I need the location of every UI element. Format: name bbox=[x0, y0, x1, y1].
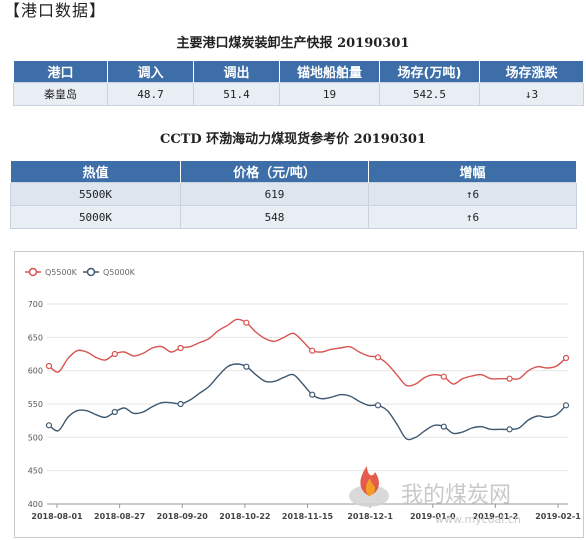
y-tick-label: 400 bbox=[28, 500, 43, 509]
y-tick-label: 700 bbox=[28, 300, 43, 309]
data-point bbox=[376, 403, 381, 408]
header-outbound: 调出 bbox=[194, 61, 280, 83]
cell-price: 548 bbox=[181, 206, 369, 229]
line-chart-svg: 400 450 500 550 600 650 700 2018-08-01 2018-08-2… bbox=[15, 252, 583, 537]
flame-logo-icon bbox=[349, 466, 389, 507]
data-point bbox=[441, 424, 446, 429]
cell-calorific-value: 5000K bbox=[11, 206, 181, 229]
data-point bbox=[376, 355, 381, 360]
chart-legend: Q5500K Q5000K bbox=[25, 268, 136, 277]
watermark-brand: 我的煤炭网 bbox=[401, 483, 511, 508]
legend-item[interactable]: Q5000K bbox=[83, 268, 136, 277]
header-stock-change: 场存涨跌 bbox=[480, 61, 584, 83]
cell-increase: ↑6 bbox=[369, 183, 577, 206]
data-point bbox=[47, 423, 52, 428]
x-tick-label: 2018-11-15 bbox=[282, 512, 334, 521]
legend-label: Q5000K bbox=[103, 268, 136, 277]
cell-port: 秦皇岛 bbox=[14, 83, 108, 106]
data-point bbox=[112, 352, 117, 357]
cell-increase: ↑6 bbox=[369, 206, 577, 229]
x-tick-label: 2018-10-22 bbox=[219, 512, 270, 521]
series-line-q5000k bbox=[49, 364, 566, 440]
legend-marker-icon bbox=[30, 269, 37, 276]
data-point bbox=[244, 364, 249, 369]
data-point bbox=[310, 392, 315, 397]
cell-stock: 542.5 bbox=[380, 83, 480, 106]
series-line-q5500k bbox=[49, 319, 566, 386]
x-tick-label: 2018-12-1 bbox=[347, 512, 393, 521]
cell-anchored-ships: 19 bbox=[280, 83, 380, 106]
header-stock: 场存(万吨) bbox=[380, 61, 480, 83]
x-tick-label: 2018-08-27 bbox=[94, 512, 145, 521]
data-point bbox=[178, 346, 183, 351]
table-row: 秦皇岛 48.7 51.4 19 542.5 ↓3 bbox=[14, 83, 584, 106]
header-price: 价格（元/吨） bbox=[181, 161, 369, 183]
table-row: 5500K 619 ↑6 bbox=[11, 183, 577, 206]
y-tick-label: 450 bbox=[28, 467, 43, 476]
data-point bbox=[112, 410, 117, 415]
data-point bbox=[564, 356, 569, 361]
data-point bbox=[564, 403, 569, 408]
y-tick-label: 600 bbox=[28, 367, 43, 376]
header-anchored-ships: 锚地船舶量 bbox=[280, 61, 380, 83]
x-tick-label: 2019-02-1 bbox=[535, 512, 581, 521]
table-header-row: 热值 价格（元/吨） 增幅 bbox=[11, 161, 577, 183]
header-port: 港口 bbox=[14, 61, 108, 83]
watermark-url: www.mycoal.cn bbox=[435, 513, 521, 526]
data-point bbox=[507, 376, 512, 381]
data-point bbox=[244, 320, 249, 325]
legend-label: Q5500K bbox=[45, 268, 78, 277]
cell-outbound: 51.4 bbox=[194, 83, 280, 106]
x-tick-label: 2018-09-20 bbox=[157, 512, 209, 521]
cell-inbound: 48.7 bbox=[108, 83, 194, 106]
table-row: 5000K 548 ↑6 bbox=[11, 206, 577, 229]
y-tick-label: 550 bbox=[28, 400, 43, 409]
table-header-row: 港口 调入 调出 锚地船舶量 场存(万吨) 场存涨跌 bbox=[14, 61, 584, 83]
section-title: 【港口数据】 bbox=[4, 0, 106, 22]
x-tick-label: 2018-08-01 bbox=[31, 512, 83, 521]
header-increase: 增幅 bbox=[369, 161, 577, 183]
y-tick-label: 500 bbox=[28, 433, 43, 442]
header-inbound: 调入 bbox=[108, 61, 194, 83]
table2-title: CCTD 环渤海动力煤现货参考价 20190301 bbox=[0, 128, 586, 147]
port-throughput-table: 港口 调入 调出 锚地船舶量 场存(万吨) 场存涨跌 秦皇岛 48.7 51.4… bbox=[13, 61, 584, 106]
legend-item[interactable]: Q5500K bbox=[25, 268, 78, 277]
price-trend-chart: 400 450 500 550 600 650 700 2018-08-01 2018-08-2… bbox=[14, 251, 584, 538]
coal-price-table: 热值 价格（元/吨） 增幅 5500K 619 ↑6 5000K 548 ↑6 bbox=[10, 161, 577, 229]
chart-grid bbox=[47, 304, 568, 504]
data-point bbox=[507, 427, 512, 432]
cell-calorific-value: 5500K bbox=[11, 183, 181, 206]
legend-marker-icon bbox=[88, 269, 95, 276]
data-point bbox=[178, 402, 183, 407]
table1-title: 主要港口煤炭装卸生产快报 20190301 bbox=[0, 32, 586, 51]
data-point bbox=[47, 364, 52, 369]
cell-price: 619 bbox=[181, 183, 369, 206]
header-calorific-value: 热值 bbox=[11, 161, 181, 183]
cell-stock-change: ↓3 bbox=[480, 83, 584, 106]
data-point bbox=[310, 348, 315, 353]
data-point bbox=[441, 374, 446, 379]
y-tick-label: 650 bbox=[28, 333, 43, 342]
